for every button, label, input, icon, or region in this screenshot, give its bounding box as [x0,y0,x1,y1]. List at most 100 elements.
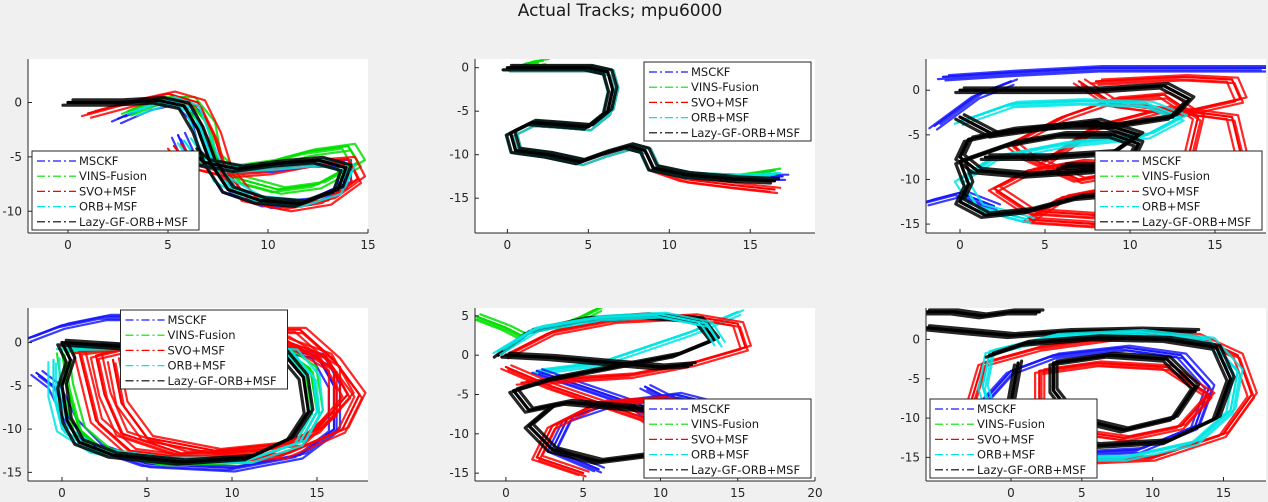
series-line-lazy-gf-orb-msf [61,101,343,208]
series-line-vins-fusion [475,318,518,339]
legend-label: ORB+MSF [691,448,749,462]
series-line-vins-fusion [133,96,367,189]
x-tick-label: 5 [164,238,172,252]
legend-label: MSCKF [691,402,730,416]
y-tick-label: -10 [449,148,469,162]
series-line-lazy-gf-orb-msf [962,113,1145,157]
y-tick-label: 5 [461,309,469,323]
subplot-5: 0 5 10 15 20 5 0 -5 -10 -15 MSCKFVINS-FusionSVO+MS… [449,308,823,500]
x-tick-label: 20 [807,486,822,500]
y-tick-label: 0 [912,332,920,346]
legend-label: MSCKF [1142,154,1181,168]
legend-label: SVO+MSF [79,184,137,198]
legend-label: SVO+MSF [1142,184,1200,198]
y-tick-label: -15 [449,191,469,205]
y-tick-label: -15 [900,217,920,231]
y-tick-label: -5 [908,128,920,142]
series-line-msckf [28,317,126,340]
legend-label: VINS-Fusion [79,169,147,183]
y-tick-label: -10 [900,411,920,425]
y-tick-label: -10 [900,172,920,186]
x-tick-label: 5 [579,486,587,500]
legend-box [929,398,1098,479]
x-tick-label: 5 [143,486,151,500]
x-tick-label: 10 [1122,238,1137,252]
x-tick-label: 0 [1007,486,1015,500]
y-tick-label: -5 [457,388,469,402]
y-tick-label: -10 [2,204,22,218]
series-line-lazy-gf-orb-msf [504,353,693,369]
x-tick-label: 15 [360,238,375,252]
x-tick-label: 0 [956,238,964,252]
y-tick-label: 0 [14,336,22,350]
series-line-lazy-gf-orb-msf [926,312,1038,320]
legend-label: MSCKF [977,402,1016,416]
series-line-lazy-gf-orb-msf [954,117,1136,161]
x-tick-label: 5 [1078,486,1086,500]
x-tick-label: 15 [1216,486,1231,500]
series-line-vins-fusion [476,317,525,340]
series-line-lazy-gf-orb-msf [500,355,690,371]
legend-box [643,398,812,479]
figure-title: Actual Tracks; mpu6000 [518,1,723,21]
legend-label: MSCKF [79,154,118,168]
x-tick-label: 5 [585,238,593,252]
y-tick-label: -10 [449,427,469,441]
x-tick-label: 15 [309,486,324,500]
series-line-svo-msf [500,316,742,386]
y-tick-label: 0 [461,61,469,75]
y-tick-label: -15 [2,465,22,479]
x-tick-label: 0 [64,238,72,252]
y-tick-label: -15 [449,466,469,480]
legend-label: ORB+MSF [691,111,749,125]
series-group [501,59,790,195]
legend-label: Lazy-GF-ORB+MSF [79,215,188,229]
y-tick-label: -5 [10,150,22,164]
legend-label: ORB+MSF [1142,200,1200,214]
legend-box [31,150,200,231]
x-tick-label: 0 [58,486,66,500]
series-line-msckf [926,194,990,210]
series-line-lazy-gf-orb-msf [505,66,777,183]
x-tick-label: 10 [662,238,677,252]
series-line-vins-fusion [479,313,528,336]
x-tick-label: 10 [260,238,275,252]
series-line-lazy-gf-orb-msf [927,308,1045,316]
legend-label: Lazy-GF-ORB+MSF [691,463,800,477]
x-tick-label: 5 [1041,238,1049,252]
series-line-lazy-gf-orb-msf [509,63,781,181]
y-tick-label: 0 [14,96,22,110]
series-line-msckf [29,319,134,343]
series-line-lazy-gf-orb-msf [501,68,773,185]
x-tick-label: 10 [653,486,668,500]
legend-label: Lazy-GF-ORB+MSF [691,126,800,140]
legend-label: MSCKF [691,65,730,79]
y-tick-label: 0 [461,348,469,362]
y-tick-label: -5 [457,104,469,118]
series-line-lazy-gf-orb-msf [508,351,697,367]
series-line-lazy-gf-orb-msf [927,324,1201,336]
x-tick-label: 15 [743,238,758,252]
legend-label: SVO+MSF [168,343,226,357]
series-line-lazy-gf-orb-msf [1055,351,1201,430]
legend-label: ORB+MSF [79,200,137,214]
y-tick-label: -10 [2,422,22,436]
series-line-msckf [941,66,1266,78]
x-tick-label: 15 [1207,238,1222,252]
series-line-vins-fusion [475,314,523,337]
legend-label: VINS-Fusion [1142,169,1210,183]
y-tick-label: -5 [908,372,920,386]
legend-label: VINS-Fusion [691,417,759,431]
x-tick-label: 15 [730,486,745,500]
series-line-orb-msf [499,316,723,356]
legend-box [643,61,812,142]
